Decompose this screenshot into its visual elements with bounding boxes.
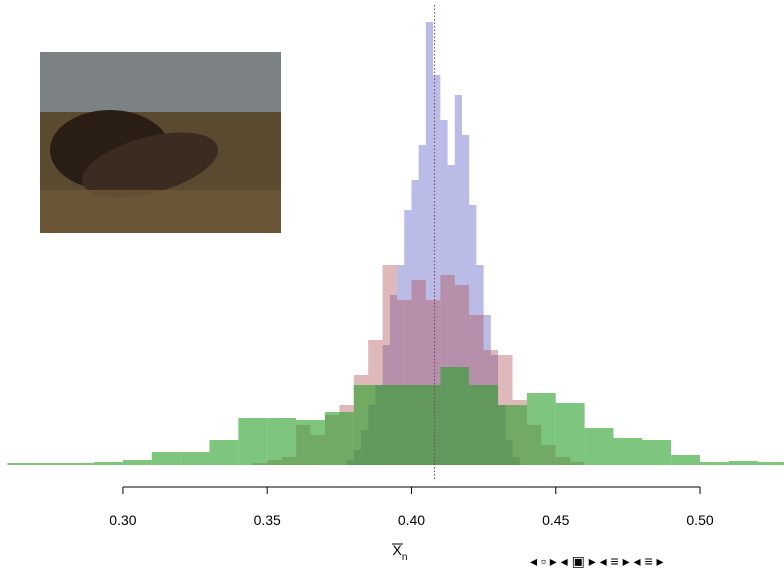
histogram-bar: [758, 462, 784, 465]
histogram-bar: [65, 463, 94, 465]
histogram-bar: [36, 463, 65, 465]
x-tick-label: 0.45: [542, 512, 569, 528]
histogram-bar: [642, 440, 671, 465]
histogram-bar: [527, 393, 556, 465]
histogram-bar: [556, 403, 585, 465]
histogram-bar: [181, 452, 210, 465]
histogram-bar: [469, 385, 498, 465]
histogram-bar: [383, 385, 412, 465]
photo: [40, 52, 281, 233]
x-label-sub: n: [402, 552, 408, 563]
nav-icons: ◂ ▫ ▸ ◂ ▣ ▸ ◂ ≡ ▸ ◂ ≡ ▸: [530, 553, 664, 569]
slide: Xn ◂ ▫ ▸ ◂ ▣ ▸ ◂ ≡ ▸ ◂ ≡ ▸ 0.30 0.35 0.40 0…: [0, 0, 784, 571]
histogram-bar: [671, 455, 700, 465]
histogram-bar: [238, 418, 267, 465]
histogram-bar: [440, 367, 469, 465]
histogram-bar: [498, 405, 527, 465]
histogram-bar: [613, 438, 642, 465]
histogram-bar: [296, 420, 325, 465]
svg-text:◂ ▫ ▸ ◂ ▣ ▸ ◂ ≡ ▸ ◂ ≡ ▸: ◂ ▫ ▸ ◂ ▣ ▸ ◂ ≡ ▸ ◂ ≡ ▸: [530, 553, 664, 569]
histogram-bar: [152, 452, 181, 465]
histogram-bar: [267, 418, 296, 465]
histogram-bar: [585, 428, 614, 465]
histogram-bar: [8, 463, 37, 465]
x-tick-label: 0.40: [398, 512, 425, 528]
histogram-bar: [209, 440, 238, 465]
histogram-bar: [354, 385, 383, 465]
histogram-bar: [700, 462, 729, 465]
x-tick-label: 0.30: [109, 512, 136, 528]
x-tick-label: 0.50: [686, 512, 713, 528]
histogram-bar: [729, 461, 758, 465]
histogram-bar: [325, 412, 354, 465]
x-tick-label: 0.35: [254, 512, 281, 528]
histogram-bar: [411, 385, 440, 465]
histogram-bar: [123, 460, 152, 465]
histogram-bar: [94, 462, 123, 465]
x-axis-label: Xn: [393, 542, 408, 563]
